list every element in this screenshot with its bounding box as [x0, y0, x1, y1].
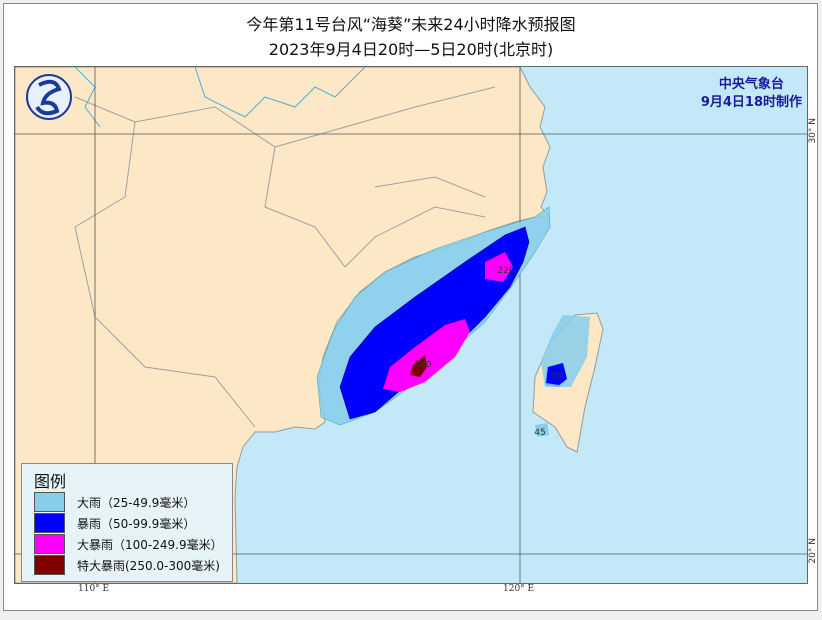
- river: [194, 67, 366, 118]
- heavy-rain-area-south-taiwan: [535, 423, 549, 437]
- legend-swatch: [34, 513, 65, 533]
- lat-label: 20° N: [808, 538, 818, 564]
- heavy-rainstorm-area: [485, 252, 513, 282]
- heavy-rainstorm-area: [383, 319, 470, 392]
- max-label: 220: [497, 266, 514, 276]
- lon-label: 110° E: [78, 584, 110, 594]
- legend-label: 大暴雨（100-249.9毫米）: [77, 537, 223, 552]
- rainstorm-area: [339, 226, 530, 420]
- max-label: 70: [551, 372, 563, 382]
- river: [74, 67, 101, 128]
- agency-name: 中央气象台: [718, 77, 784, 92]
- legend-swatch: [34, 492, 65, 512]
- legend-item: 大雨（25-49.9毫米）: [34, 491, 195, 513]
- max-label: 45: [534, 428, 545, 438]
- legend-label: 特大暴雨(250.0-300毫米): [77, 558, 220, 573]
- map-title: 今年第11号台风“海葵”未来24小时降水预报图: [246, 15, 576, 34]
- max-labels: 220 300 70 45: [414, 266, 563, 438]
- cma-logo: [26, 74, 72, 120]
- max-label: 300: [414, 360, 431, 370]
- legend-title: 图例: [34, 472, 67, 491]
- lon-label: 120° E: [503, 584, 535, 594]
- lat-label: 30° N: [808, 118, 818, 144]
- legend-swatch: [34, 534, 65, 554]
- legend-item: 特大暴雨(250.0-300毫米): [34, 554, 220, 576]
- legend-label: 大雨（25-49.9毫米）: [77, 495, 196, 510]
- extreme-rainstorm-area: [410, 355, 427, 377]
- legend-item: 暴雨（50-99.9毫米）: [34, 512, 195, 534]
- map-subtitle: 2023年9月4日20时—5日20时(北京时): [268, 40, 554, 59]
- issuing-agency: 中央气象台 9月4日18时制作: [701, 76, 802, 112]
- legend: 图例 大雨（25-49.9毫米） 暴雨（50-99.9毫米） 大暴雨（100-2…: [21, 463, 233, 582]
- legend-swatch: [34, 555, 65, 575]
- issue-time: 9月4日18时制作: [700, 95, 802, 110]
- legend-item: 大暴雨（100-249.9毫米）: [34, 533, 223, 555]
- legend-label: 暴雨（50-99.9毫米）: [77, 516, 196, 531]
